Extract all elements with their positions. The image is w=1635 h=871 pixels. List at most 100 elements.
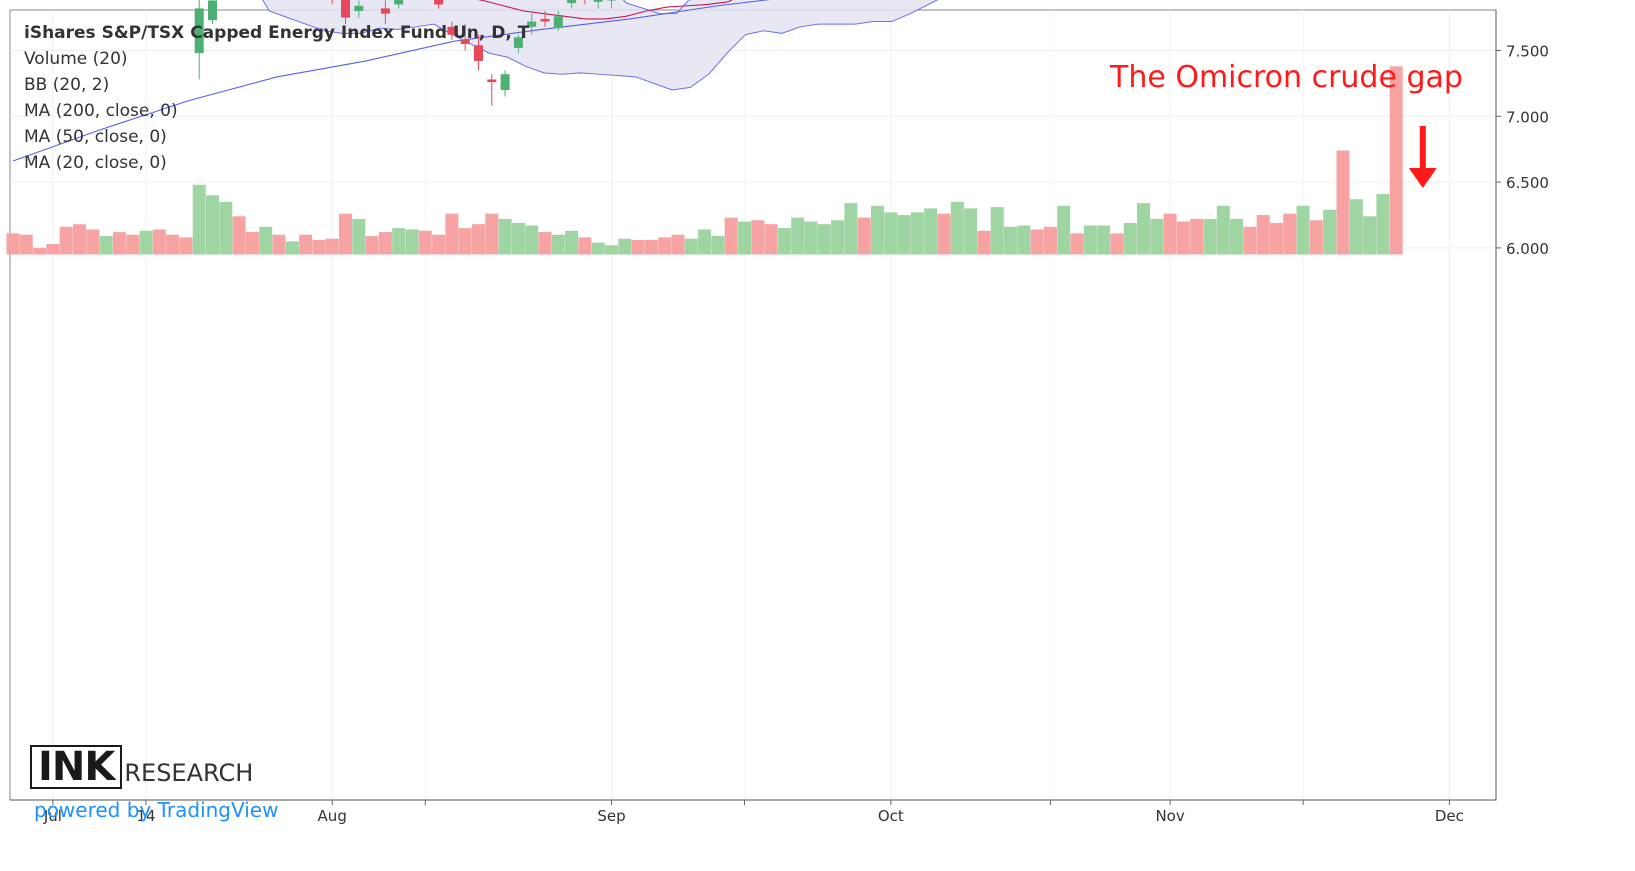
volume-bar <box>299 234 313 255</box>
volume-bar <box>525 225 539 255</box>
volume-bar <box>698 229 712 255</box>
volume-bar <box>565 230 579 255</box>
volume-bar <box>605 245 618 255</box>
legend-ma200: MA (200, close, 0) <box>24 101 178 121</box>
volume-bar <box>1043 226 1057 255</box>
volume-bar <box>764 224 778 255</box>
volume-bar <box>259 226 273 255</box>
volume-bar <box>1123 222 1137 255</box>
volume-bar <box>671 234 685 255</box>
y-tick-label: 7.000 <box>1506 108 1549 126</box>
volume-bar <box>1163 213 1177 255</box>
y-tick-label: 6.500 <box>1506 174 1549 192</box>
volume-bar <box>33 247 47 255</box>
ma200-line <box>12 0 771 162</box>
chart-legend: iShares S&P/TSX Capped Energy Index Fund… <box>24 20 529 176</box>
volume-bar <box>1349 199 1363 255</box>
volume-bar <box>857 217 871 255</box>
volume-bar <box>1309 220 1323 255</box>
powered-by-tradingview[interactable]: powered by TradingView <box>34 798 279 822</box>
candle-body <box>527 21 537 27</box>
volume-bar <box>192 184 206 255</box>
volume-bar <box>19 234 33 255</box>
candle-body <box>513 37 523 48</box>
volume-bar <box>644 240 658 255</box>
volume-bar <box>1230 218 1244 255</box>
volume-bar <box>1323 209 1337 255</box>
volume-bar <box>1283 213 1297 255</box>
volume-bar <box>6 233 20 255</box>
candle-body <box>593 0 603 2</box>
volume-bar <box>871 205 884 255</box>
volume-bar <box>1030 229 1044 255</box>
annotation-arrow-head <box>1408 168 1437 188</box>
volume-bar <box>1017 225 1031 255</box>
volume-bar <box>1203 218 1217 255</box>
volume-bar <box>950 201 964 255</box>
candle-body <box>194 8 204 54</box>
candle-body <box>394 0 404 5</box>
volume-bar <box>551 234 565 255</box>
volume-bar <box>59 226 73 255</box>
volume-bar <box>206 195 219 255</box>
volume-bar <box>1070 233 1084 255</box>
volume-bar <box>245 232 259 255</box>
volume-bar <box>1376 193 1390 255</box>
volume-bar <box>831 220 845 255</box>
volume-bar <box>432 234 446 255</box>
logo-ink: INK <box>30 745 123 789</box>
candle-body <box>208 0 217 21</box>
logo-research: RESEARCH <box>124 759 254 787</box>
volume-bar <box>658 237 672 255</box>
candle-body <box>553 16 563 29</box>
volume-bar <box>897 215 911 255</box>
volume-bar <box>46 243 60 255</box>
volume-bar <box>126 234 140 255</box>
volume-bar <box>1296 205 1310 255</box>
volume-bar <box>152 229 166 255</box>
volume-bar <box>405 229 419 255</box>
volume-bar <box>1270 222 1283 255</box>
volume-bar <box>618 238 632 255</box>
volume-bar <box>990 207 1004 255</box>
volume-bar <box>1057 205 1071 255</box>
volume-bar <box>285 241 299 255</box>
volume-bar <box>711 236 725 255</box>
omicron-annotation: The Omicron crude gap <box>1110 60 1463 95</box>
volume-bar <box>166 234 180 255</box>
volume-bar <box>538 232 552 255</box>
volume-bar <box>751 220 765 255</box>
y-tick-label: 6.000 <box>1506 240 1549 258</box>
volume-bar <box>844 203 858 255</box>
volume-bar <box>352 218 366 255</box>
volume-bar <box>472 224 485 255</box>
volume-bar <box>738 221 751 255</box>
volume-bar <box>445 213 459 255</box>
volume-bar <box>458 228 472 255</box>
candle-body <box>354 5 364 12</box>
volume-bar <box>910 212 924 255</box>
volume-bar <box>964 208 978 255</box>
candle-body <box>474 45 483 62</box>
x-tick-label: Oct <box>878 807 904 825</box>
volume-bar <box>777 228 791 255</box>
legend-ma20: MA (20, close, 0) <box>24 153 167 173</box>
volume-bar <box>1097 225 1111 255</box>
volume-bar <box>1389 66 1403 255</box>
candle-body <box>380 8 390 14</box>
volume-bar <box>418 230 432 255</box>
volume-bar <box>86 229 100 255</box>
volume-bar <box>884 212 898 255</box>
candle-body <box>567 0 577 4</box>
volume-bar <box>1083 225 1097 255</box>
volume-bar <box>977 230 991 255</box>
volume-bar <box>1216 205 1230 255</box>
volume-bar <box>1004 226 1017 255</box>
x-tick-label: Sep <box>597 807 625 825</box>
volume-bar <box>339 213 352 255</box>
volume-bar <box>1336 150 1350 255</box>
ma20-line <box>477 0 733 20</box>
volume-bar <box>392 228 406 255</box>
